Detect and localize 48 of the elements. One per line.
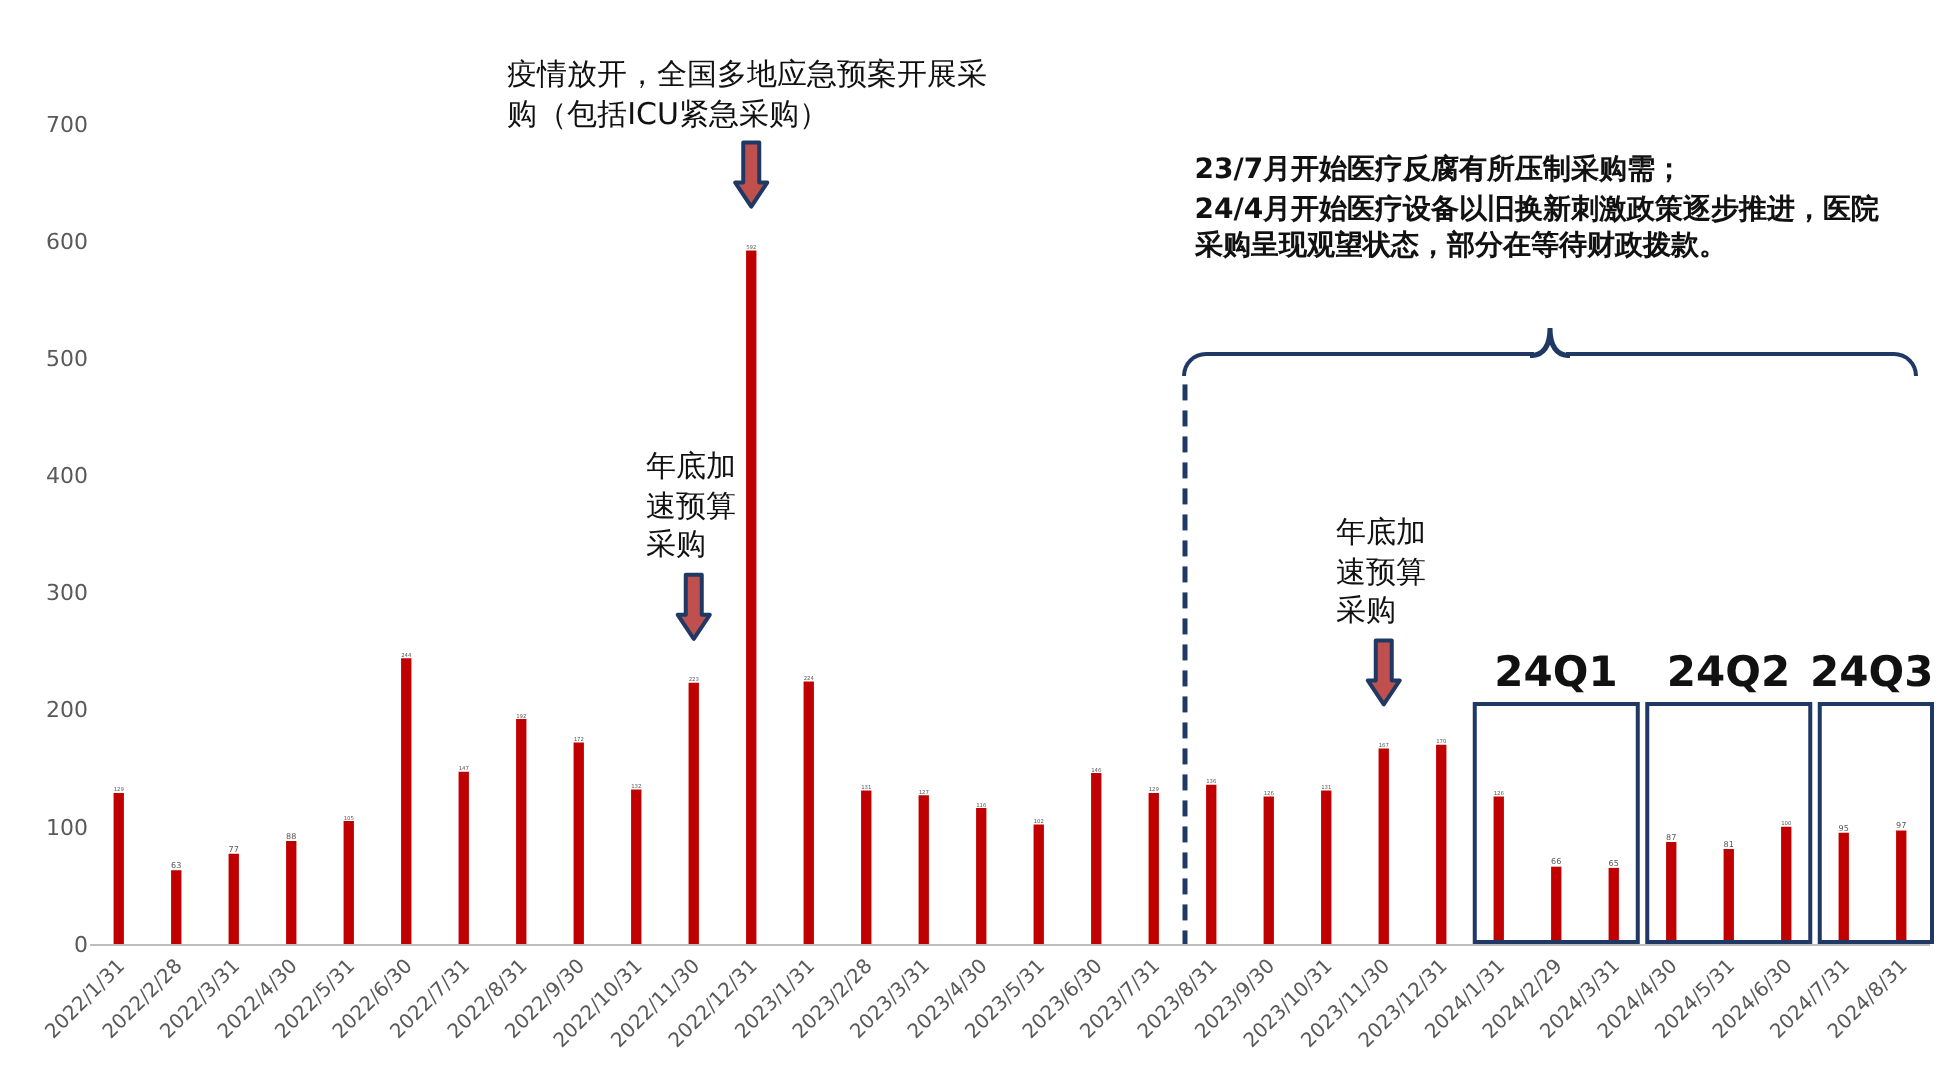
- annotation: 年底加速预算采购: [1335, 514, 1428, 632]
- bar: [516, 719, 527, 944]
- bar: [1896, 830, 1907, 944]
- bar: [1321, 790, 1332, 944]
- bar: [1206, 784, 1217, 944]
- bar: [113, 792, 124, 944]
- bar: [286, 840, 297, 944]
- bar: [1723, 849, 1734, 944]
- bar: [1033, 824, 1044, 944]
- annotation: 疫情放开，全国多地应急预案开展采购（包括ICU紧急采购）: [507, 56, 990, 135]
- bar: [976, 808, 987, 944]
- bar: [1493, 796, 1504, 944]
- bar: [688, 682, 699, 944]
- bar: [631, 789, 642, 944]
- annotation: 年底加速预算采购: [645, 448, 738, 566]
- bar: [1148, 792, 1159, 944]
- bar: [458, 771, 469, 944]
- y-tick-label: 200: [46, 697, 88, 724]
- bar: [1608, 867, 1619, 944]
- bar: [1378, 748, 1389, 944]
- annotation: 24Q3: [1810, 646, 1934, 700]
- bar: [573, 742, 584, 944]
- bar: [861, 790, 872, 944]
- bar: [918, 795, 929, 944]
- y-tick-label: 100: [46, 814, 88, 841]
- y-tick-label: 500: [46, 345, 88, 372]
- annotation: 23/7月开始医疗反腐有所压制采购需；: [1194, 152, 1686, 189]
- bar: [1551, 866, 1562, 944]
- bar: [746, 250, 757, 944]
- annotation: 24Q1: [1494, 646, 1618, 700]
- y-tick-label: 700: [46, 111, 88, 138]
- y-tick-label: 600: [46, 228, 88, 255]
- bar: [1091, 772, 1102, 944]
- annotation: 24Q2: [1666, 646, 1791, 700]
- y-tick-label: 400: [46, 463, 88, 490]
- bar: [1436, 744, 1447, 944]
- bar: [171, 870, 182, 944]
- bar: [343, 821, 354, 944]
- bar: [1263, 796, 1274, 944]
- bar: [1666, 842, 1677, 944]
- bar: [1838, 832, 1849, 944]
- y-tick-label: 0: [74, 931, 88, 958]
- annotation: 24/4月开始医疗设备以旧换新刺激政策逐步推进，医院采购呈现观望状态，部分在等待财政拨款。: [1194, 192, 1882, 265]
- bar: [228, 853, 239, 944]
- bar: [1781, 826, 1792, 944]
- bar: [803, 681, 814, 944]
- y-tick-label: 300: [46, 580, 88, 607]
- bar: [401, 658, 412, 944]
